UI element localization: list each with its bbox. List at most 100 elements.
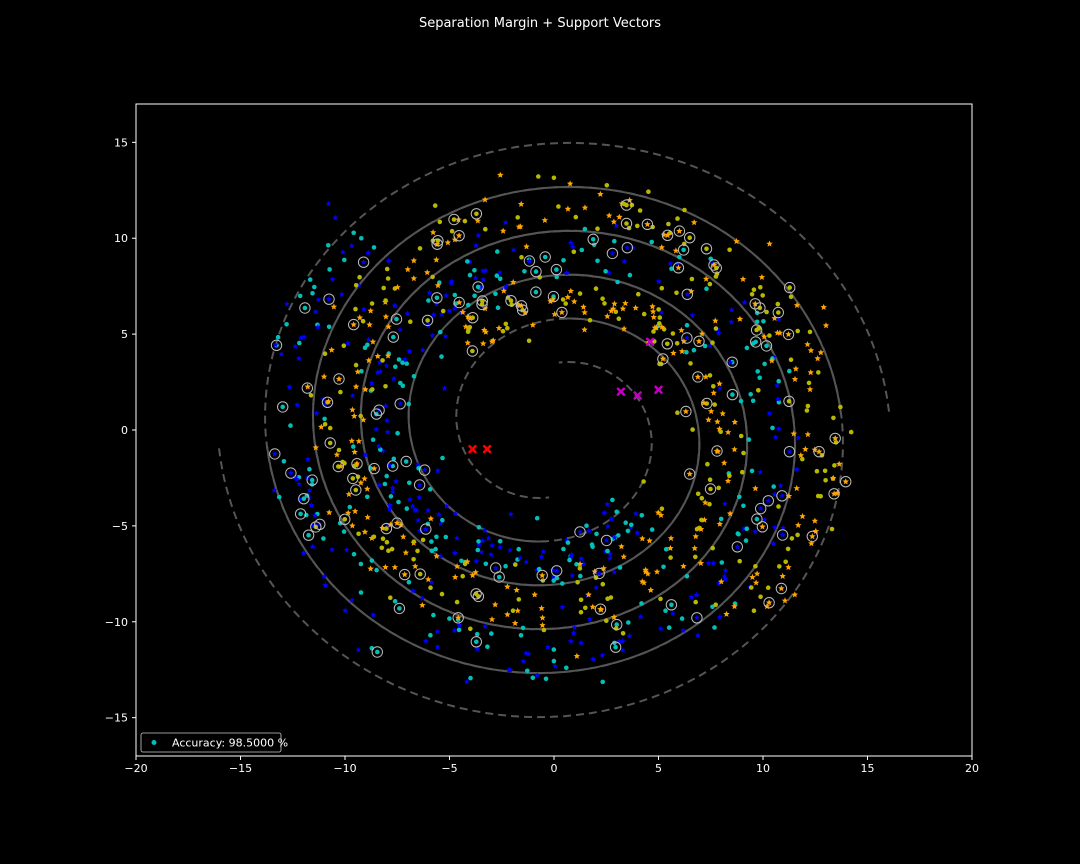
class-b-test-point: [620, 631, 626, 636]
class-a-train-point: [694, 632, 701, 638]
class-b-train-point: [842, 478, 849, 485]
support-vector-ring: [310, 521, 322, 533]
class-a-train-point: [540, 548, 547, 555]
support-vector-ring: [776, 529, 789, 541]
class-b-test-point: [408, 319, 413, 325]
support-vector-ring: [693, 335, 705, 347]
class-a-train-point: [684, 291, 691, 297]
class-b-test-point: [358, 413, 364, 419]
class-a-test-point: [533, 289, 539, 295]
class-a-test-point: [534, 515, 540, 521]
class-a-train-point: [435, 511, 442, 518]
class-b-train-point: [539, 572, 546, 579]
class-a-train-point: [311, 512, 318, 519]
class-a-train-point: [596, 570, 603, 576]
class-b-test-point: [510, 608, 516, 613]
class-b-train-point: [464, 339, 471, 346]
class-a-train-point: [793, 466, 800, 472]
support-vector-ring: [270, 339, 283, 351]
class-a-test-point: [771, 484, 776, 489]
class-a-test-point: [495, 249, 500, 254]
class-a-train-point: [485, 535, 492, 541]
class-b-test-point: [713, 274, 719, 279]
class-b-train-point: [829, 474, 837, 481]
class-b-train-point: [733, 237, 740, 245]
class-b-test-point: [795, 328, 800, 334]
support-vector-ring: [609, 641, 622, 653]
class-b-train-point: [424, 269, 431, 276]
class-a-test-point: [309, 482, 315, 487]
class-b-test-point: [785, 546, 791, 552]
class-a-test-point: [407, 480, 412, 486]
class-b-test-point: [439, 591, 445, 597]
class-b-test-point: [385, 276, 391, 281]
class-a-train-point: [392, 302, 399, 309]
support-vector-ring: [672, 262, 685, 274]
class-b-train-point: [425, 576, 432, 583]
class-a-test-point: [434, 295, 440, 301]
support-vector-ring: [476, 298, 488, 311]
support-vector-ring: [681, 332, 693, 344]
class-b-test-point: [753, 564, 758, 569]
class-b-train-point: [779, 572, 786, 579]
class-b-test-point: [356, 531, 361, 537]
class-a-train-point: [332, 214, 339, 221]
class-a-train-point: [386, 506, 393, 512]
class-a-test-point: [614, 509, 619, 515]
class-b-test-point: [718, 429, 723, 435]
class-a-test-point: [748, 392, 753, 397]
class-a-test-point: [589, 542, 595, 547]
support-vector-ring: [323, 293, 335, 305]
class-a-train-point: [472, 274, 479, 281]
class-a-train-point: [559, 604, 566, 610]
class-a-test-point: [404, 506, 410, 511]
support-vector-ring: [547, 290, 560, 303]
class-a-train-point: [456, 622, 463, 628]
class-a-test-point: [691, 347, 697, 353]
class-a-train-point: [434, 467, 441, 474]
class-a-train-point: [538, 553, 545, 560]
class-a-test-point: [276, 494, 282, 500]
class-a-test-point: [574, 562, 579, 567]
class-a-train-point: [775, 425, 782, 432]
class-a-train-point: [480, 267, 487, 274]
class-a-test-point: [434, 534, 439, 540]
class-a-train-point: [443, 292, 450, 299]
class-b-train-point: [419, 601, 426, 608]
class-b-test-point: [505, 295, 511, 300]
class-a-test-point: [551, 578, 556, 583]
class-a-train-point: [586, 616, 593, 622]
class-a-train-point: [481, 623, 488, 629]
class-b-train-point: [724, 428, 732, 435]
class-b-train-point: [723, 610, 730, 617]
class-b-train-point: [318, 423, 325, 430]
class-a-test-point: [684, 349, 689, 355]
support-vector-ring: [708, 259, 720, 271]
misclassified-marker: [468, 444, 477, 454]
class-b-train-point: [356, 314, 363, 321]
class-a-test-point: [551, 658, 557, 664]
class-a-test-point: [281, 459, 287, 464]
class-b-train-point: [604, 313, 611, 320]
class-a-test-point: [520, 625, 526, 631]
class-b-train-point: [620, 553, 627, 560]
class-b-train-point: [632, 304, 639, 311]
class-a-test-point: [663, 546, 669, 552]
support-vector-ring: [470, 208, 483, 220]
class-b-test-point: [384, 526, 389, 531]
support-vector-ring: [420, 523, 432, 535]
class-a-train-point: [634, 529, 641, 536]
class-b-test-point: [758, 285, 763, 290]
class-a-train-point: [306, 487, 313, 493]
class-a-train-point: [343, 546, 350, 553]
class-a-test-point: [530, 675, 536, 681]
class-b-train-point: [795, 521, 802, 528]
class-a-train-point: [313, 410, 320, 416]
class-a-test-point: [639, 601, 644, 606]
class-b-test-point: [616, 316, 622, 322]
class-a-train-point: [437, 520, 444, 527]
class-a-train-point: [384, 428, 391, 435]
class-b-test-point: [693, 599, 698, 605]
class-a-train-point: [442, 333, 449, 339]
class-a-train-point: [765, 497, 772, 504]
